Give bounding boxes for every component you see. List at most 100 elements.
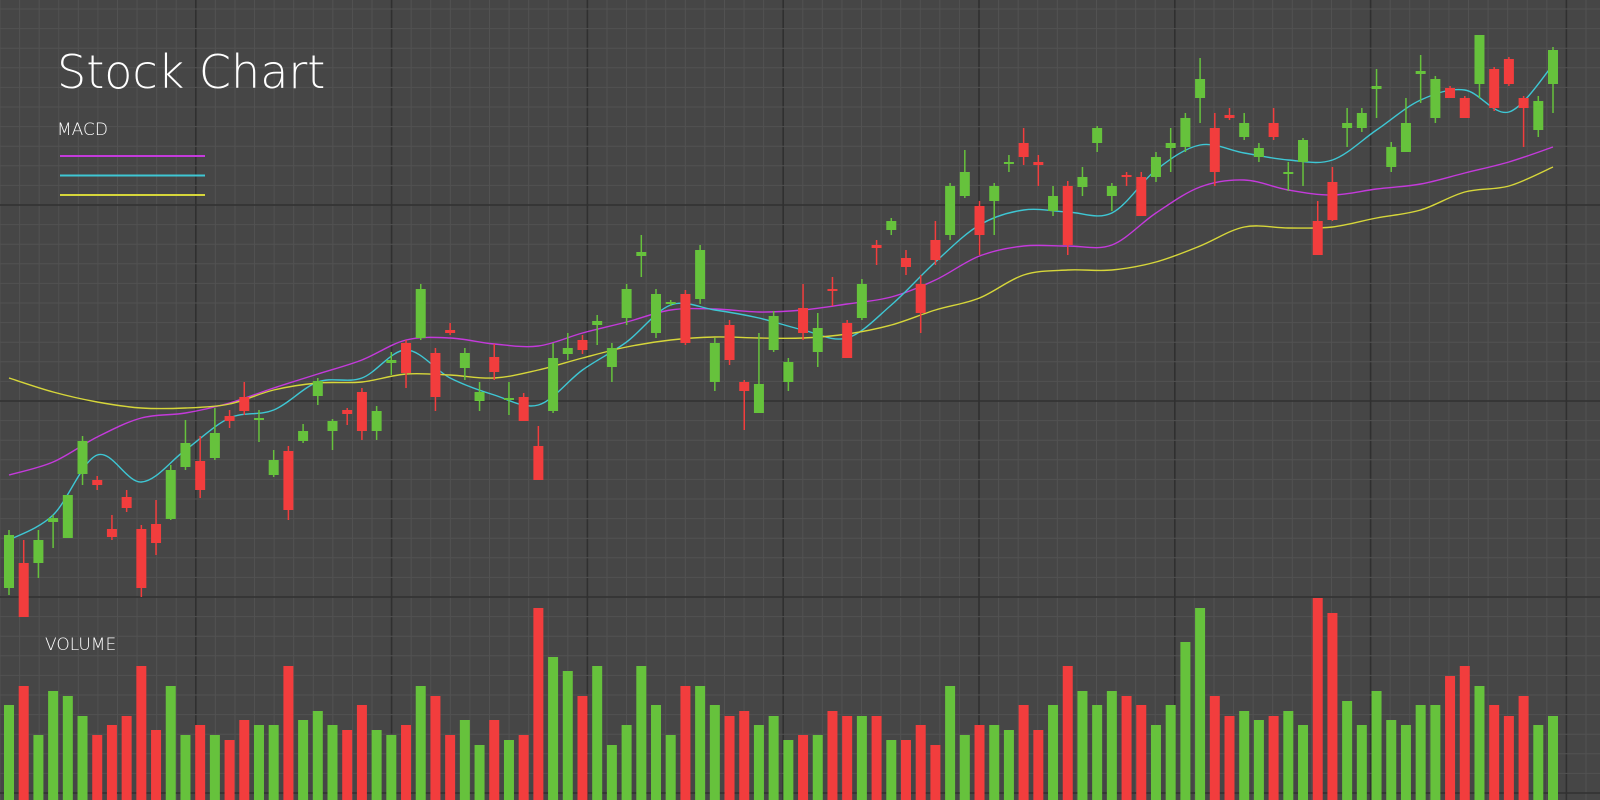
volume-bar	[209, 735, 220, 800]
candle-body	[180, 443, 191, 467]
chart-title: Stock Chart	[57, 45, 325, 99]
volume-bar	[1548, 716, 1558, 800]
candle-body	[1077, 177, 1088, 187]
volume-bar	[253, 725, 264, 800]
candle-body	[709, 343, 720, 382]
volume-bar	[459, 720, 470, 800]
candle-body	[327, 421, 338, 431]
candle-body	[871, 245, 882, 248]
candle-body	[1283, 172, 1294, 174]
candle-body	[1003, 162, 1014, 164]
volume-bar	[1048, 705, 1059, 800]
volume-bar	[827, 711, 838, 800]
candle-body	[209, 433, 220, 458]
candle-body	[1518, 98, 1529, 108]
candle-body	[106, 529, 117, 537]
candle-body	[974, 206, 985, 235]
candle-body	[121, 497, 132, 508]
candle-body	[518, 397, 529, 421]
candle-body	[151, 524, 162, 543]
candle-body	[503, 398, 514, 400]
legend	[60, 155, 205, 196]
volume-bar	[445, 735, 456, 800]
volume-bar	[577, 696, 588, 800]
candle-body	[92, 480, 103, 485]
plot	[4, 35, 1558, 800]
candle-body	[474, 392, 485, 401]
volume-bar	[989, 725, 1000, 800]
candle-body	[930, 240, 941, 260]
volume-bar	[1533, 725, 1544, 800]
candle-body	[606, 348, 617, 367]
volume-bar	[1400, 725, 1411, 800]
volume-bar	[1092, 705, 1103, 800]
volume-bar	[1342, 701, 1353, 800]
volume-bar	[621, 725, 632, 800]
candle-body	[1445, 88, 1456, 98]
candle-body	[915, 284, 926, 313]
volume-bar	[1356, 725, 1367, 800]
candle-body	[1092, 128, 1103, 143]
volume-bar	[1298, 725, 1309, 800]
candle-body	[62, 495, 73, 538]
volume-bar	[1445, 676, 1456, 800]
volume-bar	[1003, 730, 1014, 800]
candle-body	[1415, 71, 1426, 74]
candle-body	[268, 460, 279, 475]
volume-bar	[371, 730, 382, 800]
volume-bar	[680, 686, 691, 800]
volume-bar	[768, 716, 779, 800]
volume-bar	[1327, 613, 1338, 800]
volume-bar	[1136, 705, 1147, 800]
candle-body	[1121, 175, 1132, 177]
volume-bar	[915, 725, 926, 800]
volume-bar	[1209, 696, 1220, 800]
volume-bar	[1165, 705, 1176, 800]
candle-body	[1268, 123, 1279, 137]
series-line	[8, 166, 1554, 410]
candle-body	[695, 250, 706, 299]
volume-bar	[592, 666, 603, 800]
candle-body	[298, 431, 309, 441]
candle-body	[945, 186, 956, 235]
volume-bar	[1062, 666, 1073, 800]
candle-body	[1150, 157, 1161, 177]
volume-bar	[1121, 696, 1132, 800]
volume-bar	[930, 745, 941, 800]
candle-body	[386, 360, 397, 363]
volume-bar	[386, 735, 397, 800]
volume-bar	[974, 725, 985, 800]
candle-body	[886, 221, 897, 230]
volume-bar	[812, 735, 823, 800]
candle-body	[1386, 147, 1397, 167]
volume-bar	[1253, 720, 1264, 800]
volume-bar	[1503, 716, 1514, 800]
volume-bar	[180, 735, 191, 800]
candle-body	[842, 323, 853, 358]
candle-body	[1430, 79, 1441, 118]
candle-body	[4, 535, 14, 588]
candle-body	[415, 289, 426, 338]
candle-body	[1327, 182, 1338, 220]
candle-body	[783, 362, 794, 382]
candle-body	[900, 258, 911, 267]
volume-bar	[1474, 686, 1485, 800]
volume-bar	[695, 686, 706, 800]
candle-body	[77, 441, 88, 474]
volume-bar	[1518, 696, 1529, 800]
candle-body	[1371, 86, 1382, 89]
candle-body	[342, 410, 353, 414]
candle-body	[533, 446, 544, 480]
candle-body	[136, 529, 147, 588]
candle-body	[1136, 177, 1147, 216]
candle-body	[1298, 140, 1309, 162]
candle-body	[739, 382, 750, 391]
volume-bar	[739, 711, 750, 800]
candle-body	[548, 358, 559, 411]
volume-bar	[4, 705, 14, 800]
volume-bar	[48, 691, 59, 800]
volume-bar	[151, 730, 162, 800]
volume-bar	[1268, 716, 1279, 800]
volume-bar	[92, 735, 103, 800]
volume-bar	[106, 725, 117, 800]
